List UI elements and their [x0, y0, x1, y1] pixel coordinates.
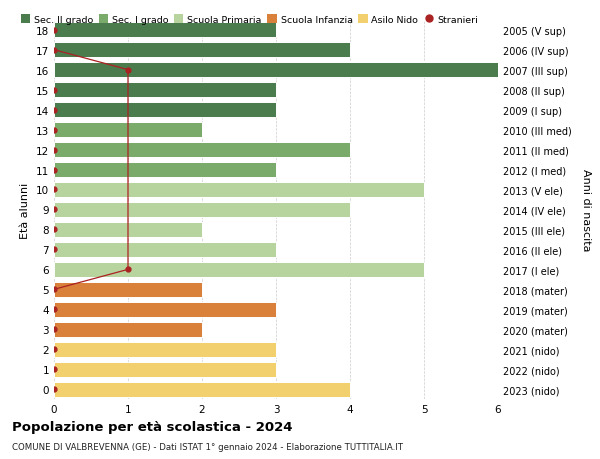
Bar [54, 123, 202, 138]
Bar [54, 322, 202, 337]
Bar [54, 342, 276, 357]
Bar [54, 302, 276, 317]
Bar [54, 282, 202, 297]
Bar [54, 242, 276, 257]
Bar [54, 382, 350, 397]
Bar [54, 63, 498, 78]
Legend: Sec. II grado, Sec. I grado, Scuola Primaria, Scuola Infanzia, Asilo Nido, Stran: Sec. II grado, Sec. I grado, Scuola Prim… [17, 11, 482, 28]
Bar [54, 223, 202, 237]
Y-axis label: Età alunni: Età alunni [20, 182, 31, 238]
Bar [54, 183, 424, 197]
Y-axis label: Anni di nascita: Anni di nascita [581, 169, 591, 251]
Bar [54, 83, 276, 98]
Text: Popolazione per età scolastica - 2024: Popolazione per età scolastica - 2024 [12, 420, 293, 433]
Bar [54, 162, 276, 178]
Bar [54, 362, 276, 377]
Bar [54, 103, 276, 118]
Bar [54, 43, 350, 58]
Text: COMUNE DI VALBREVENNA (GE) - Dati ISTAT 1° gennaio 2024 - Elaborazione TUTTITALI: COMUNE DI VALBREVENNA (GE) - Dati ISTAT … [12, 442, 403, 451]
Bar [54, 202, 350, 218]
Bar [54, 262, 424, 277]
Bar [54, 23, 276, 38]
Bar [54, 143, 350, 158]
